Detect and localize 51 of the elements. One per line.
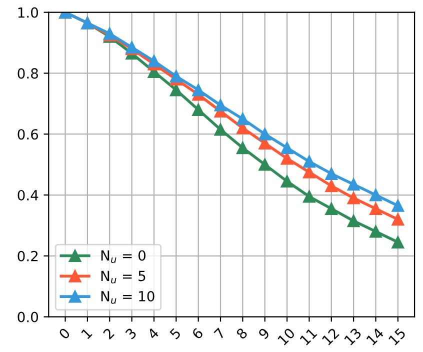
- y-tick-label: 1.0: [18, 7, 38, 18]
- y-tick-label: 0.6: [18, 129, 38, 140]
- point: [302, 155, 316, 168]
- y-tick-label: 0.2: [18, 250, 38, 262]
- x-tick-label: 10: [277, 327, 296, 346]
- x-tick-label: 2: [102, 328, 114, 340]
- x-tick-label: 7: [214, 328, 226, 340]
- point: [192, 104, 205, 116]
- point: [392, 236, 404, 248]
- point: [347, 214, 360, 228]
- point: [369, 202, 382, 215]
- point: [347, 192, 360, 204]
- point: [258, 158, 272, 171]
- legend-label: N$_{u}$ = 0: [101, 250, 146, 263]
- point: [214, 123, 227, 136]
- point: [392, 199, 404, 212]
- y-tick-label: 0.8: [18, 68, 38, 79]
- point: [148, 54, 160, 68]
- x-tick-label: 12: [322, 328, 340, 346]
- x-tick-label: 0: [58, 327, 71, 340]
- point: [302, 190, 316, 203]
- point: [280, 142, 294, 154]
- x-tick-label: 14: [366, 327, 384, 346]
- point: [214, 98, 227, 112]
- y-tick-label: 0.4: [18, 190, 38, 200]
- x-tick-label: 5: [169, 328, 182, 340]
- point: [369, 188, 382, 202]
- y-tick-label: 0.0: [18, 312, 38, 322]
- point: [325, 167, 338, 180]
- x-tick-label: 11: [300, 328, 318, 346]
- point: [236, 112, 249, 126]
- x-tick-label: 9: [258, 327, 270, 340]
- x-tick-label: 8: [236, 327, 248, 340]
- point: [325, 202, 338, 215]
- legend-label: N$_{u}$ = 5: [101, 270, 146, 284]
- point: [192, 84, 205, 96]
- x-tick-label: 3: [124, 327, 137, 340]
- point: [258, 128, 272, 140]
- point: [236, 142, 249, 154]
- x-tick-label: 13: [344, 327, 362, 346]
- point: [280, 175, 294, 188]
- point: [325, 180, 338, 192]
- point: [170, 70, 182, 83]
- x-tick-label: 6: [191, 327, 204, 340]
- x-tick-label: 15: [388, 328, 406, 346]
- point: [347, 178, 360, 191]
- legend-label: N$_{u}$ = 10: [101, 290, 154, 304]
- point: [369, 225, 382, 238]
- point: [392, 213, 404, 226]
- x-tick-label: 1: [80, 328, 92, 340]
- x-tick-label: 4: [146, 327, 160, 340]
